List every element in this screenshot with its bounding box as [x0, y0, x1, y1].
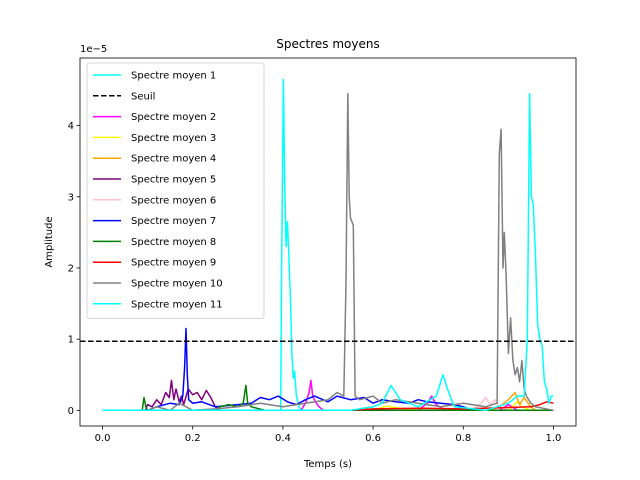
legend-entry: Spectre moyen 9	[131, 258, 216, 269]
legend-entry: Spectre moyen 5	[131, 175, 216, 186]
axes-frame	[79, 57, 577, 427]
x-tick-label: 0.2	[185, 433, 201, 444]
x-tick-label: 0.4	[275, 433, 291, 444]
series-line-7	[102, 327, 554, 412]
series-line-5	[102, 379, 554, 412]
x-tick-label: 0.0	[95, 433, 111, 444]
legend-entry: Spectre moyen 6	[131, 195, 216, 206]
x-tick-label: 0.8	[455, 433, 471, 444]
legend-entry: Spectre moyen 11	[131, 299, 223, 310]
legend-entry: Seuil	[131, 91, 155, 102]
x-axis-label: Temps (s)	[303, 459, 352, 470]
y-tick-label: 3	[68, 192, 74, 203]
y-offset-text: 1e−5	[80, 44, 107, 55]
legend-entry: Spectre moyen 1	[131, 71, 216, 82]
legend-entry: Spectre moyen 2	[131, 112, 216, 123]
plot-area: 0.0 0.2 0.4 0.6 0.8 1.0 0 1 2 3 4 Spectre moyen 1 Se…	[68, 57, 577, 444]
legend-entry: Spectre moyen 3	[131, 133, 216, 144]
x-tick-label: 1.0	[546, 433, 562, 444]
legend-entry: Spectre moyen 8	[131, 237, 216, 248]
y-tick-label: 1	[68, 335, 74, 346]
y-tick-label: 0	[68, 406, 74, 417]
legend-box	[86, 62, 265, 320]
y-axis-label: Amplitude	[44, 216, 55, 267]
series-line-1	[102, 78, 554, 412]
legend-entry: Spectre moyen 4	[131, 154, 216, 165]
y-tick-label: 4	[68, 121, 74, 132]
legend-entry: Spectre moyen 10	[131, 279, 223, 290]
legend-entry: Spectre moyen 7	[131, 216, 216, 227]
y-tick-label: 2	[68, 263, 74, 274]
chart-title: Spectres moyens	[276, 37, 379, 51]
series-group	[102, 78, 554, 412]
x-tick-label: 0.6	[365, 433, 381, 444]
series-line-9	[102, 401, 554, 412]
series-line-11	[102, 92, 554, 412]
